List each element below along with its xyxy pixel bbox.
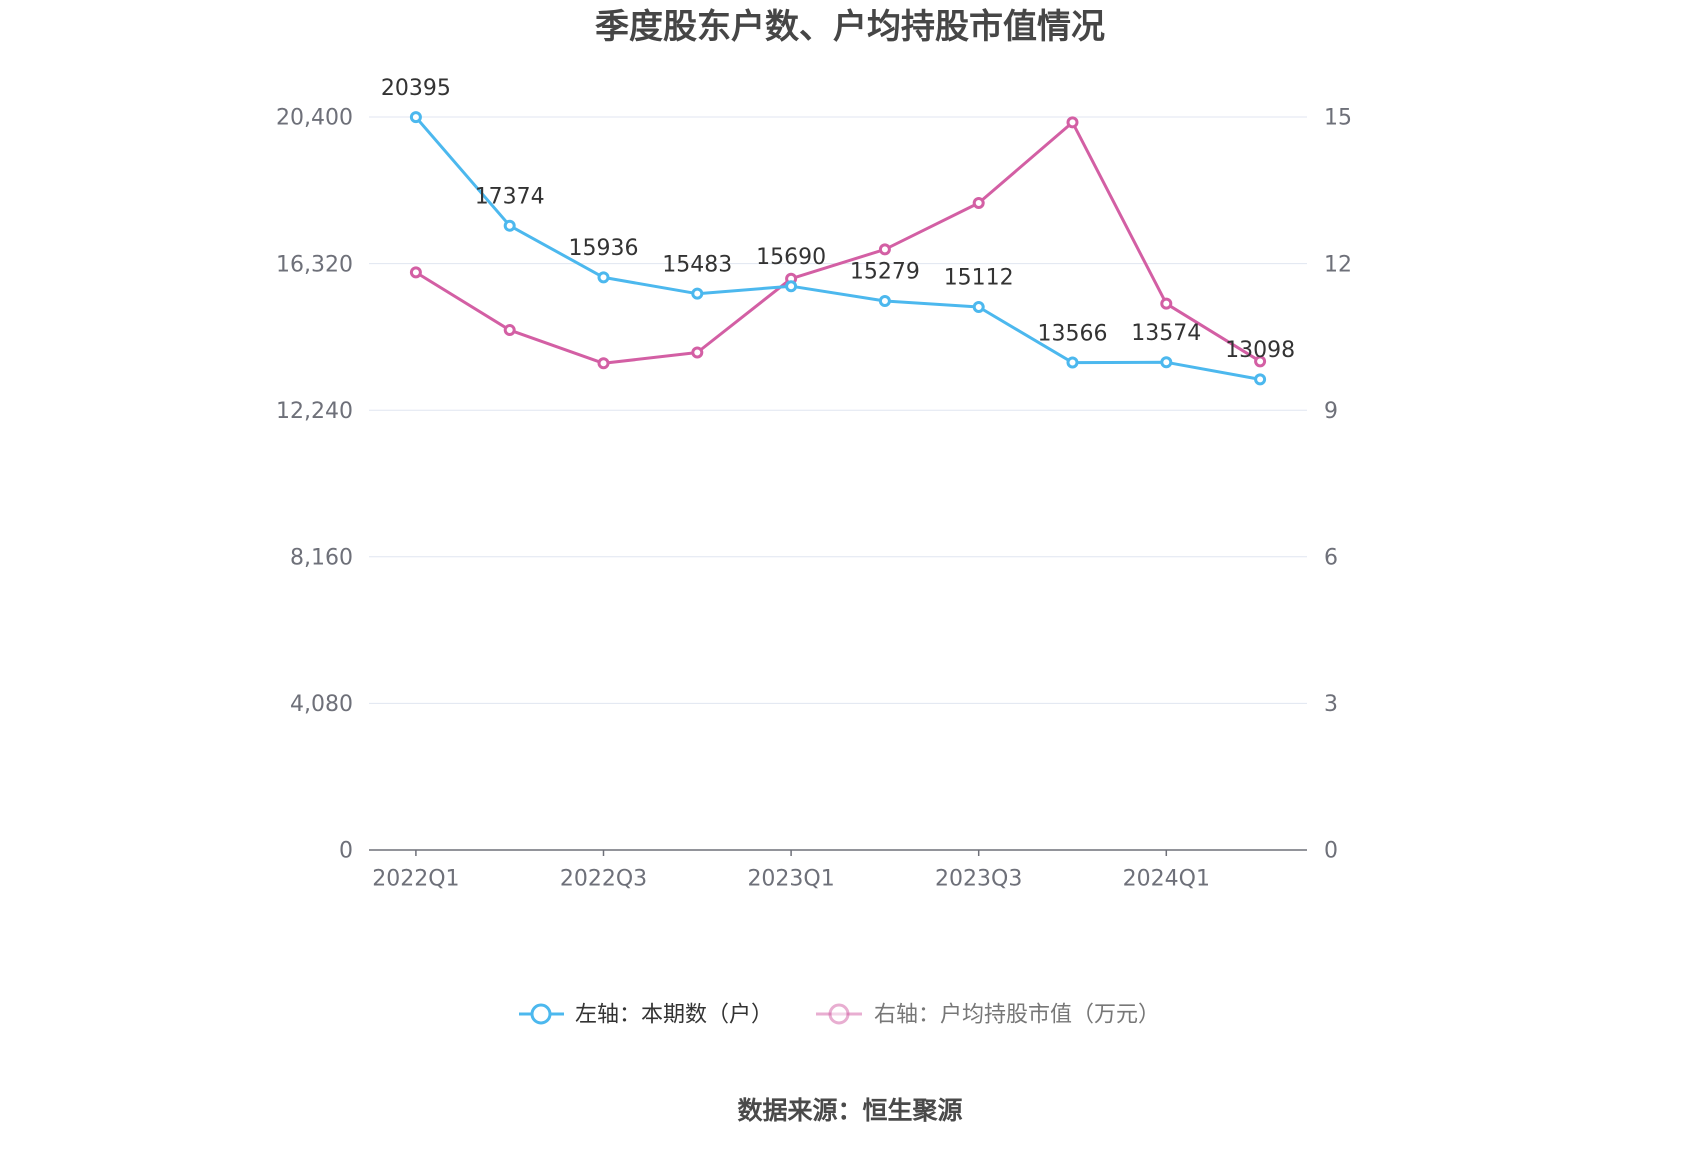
data-point[interactable] bbox=[597, 357, 610, 370]
legend-circle-icon bbox=[530, 1003, 552, 1025]
left-axis-tick-label: 8,160 bbox=[290, 546, 353, 571]
data-point[interactable] bbox=[1254, 373, 1267, 386]
data-point[interactable] bbox=[503, 219, 516, 232]
series-1 bbox=[409, 116, 1267, 370]
data-label: 13566 bbox=[1038, 321, 1108, 346]
data-point[interactable] bbox=[409, 111, 422, 124]
x-axis-tick-label: 2023Q3 bbox=[935, 867, 1022, 892]
data-point[interactable] bbox=[503, 324, 516, 337]
grid-lines bbox=[369, 116, 1307, 704]
data-point[interactable] bbox=[1066, 116, 1079, 129]
legend-label: 右轴：户均持股市值（万元） bbox=[874, 1003, 1160, 1028]
legend: 左轴：本期数（户） 右轴：户均持股市值（万元） bbox=[519, 1003, 1160, 1028]
x-axis-tick-label: 2022Q3 bbox=[560, 867, 647, 892]
data-point[interactable] bbox=[972, 197, 985, 210]
right-axis-tick-label: 6 bbox=[1324, 546, 1338, 571]
left-axis-tick-label: 4,080 bbox=[290, 692, 353, 717]
series-0 bbox=[409, 111, 1267, 386]
left-axis-tick-label: 12,240 bbox=[276, 399, 353, 424]
data-point[interactable] bbox=[785, 280, 798, 293]
data-point[interactable] bbox=[597, 271, 610, 284]
data-point[interactable] bbox=[878, 295, 891, 308]
left-y-axis: 0 4,080 8,160 12,240 16,320 20,400 bbox=[276, 106, 353, 864]
data-label: 15936 bbox=[569, 236, 639, 261]
data-label: 13574 bbox=[1131, 321, 1201, 346]
right-axis-tick-label: 0 bbox=[1324, 839, 1338, 864]
data-point[interactable] bbox=[691, 346, 704, 359]
data-label: 20395 bbox=[381, 76, 451, 101]
right-axis-tick-label: 12 bbox=[1324, 252, 1352, 277]
data-label: 15279 bbox=[850, 260, 920, 285]
data-point[interactable] bbox=[1160, 356, 1173, 369]
data-point[interactable] bbox=[409, 266, 422, 279]
data-label: 15483 bbox=[662, 252, 732, 277]
data-label: 17374 bbox=[475, 184, 545, 209]
data-point[interactable] bbox=[1254, 355, 1267, 368]
series-line bbox=[414, 115, 1262, 381]
data-point[interactable] bbox=[1160, 297, 1173, 310]
data-labels: 20395 17374 15936 15483 15690 15279 15112 13566… bbox=[381, 76, 1295, 363]
data-point[interactable] bbox=[878, 243, 891, 256]
left-axis-tick-label: 16,320 bbox=[276, 252, 353, 277]
series-layer bbox=[409, 111, 1267, 386]
x-axis-tick-label: 2024Q1 bbox=[1123, 867, 1210, 892]
right-axis-tick-label: 3 bbox=[1324, 692, 1338, 717]
x-axis-tick-label: 2023Q1 bbox=[747, 867, 834, 892]
x-axis: 2022Q1 2022Q3 2023Q1 2023Q3 2024Q1 bbox=[369, 849, 1307, 892]
data-label: 15690 bbox=[756, 245, 826, 270]
legend-label: 左轴：本期数（户） bbox=[575, 1003, 773, 1028]
series-line bbox=[414, 120, 1262, 365]
right-axis-tick-label: 15 bbox=[1324, 106, 1352, 131]
data-label: 15112 bbox=[944, 266, 1014, 291]
data-point[interactable] bbox=[1066, 356, 1079, 369]
data-label: 13098 bbox=[1225, 338, 1295, 363]
right-axis-tick-label: 9 bbox=[1324, 399, 1338, 424]
left-axis-tick-label: 20,400 bbox=[276, 106, 353, 131]
legend-item-holder-count[interactable]: 左轴：本期数（户） bbox=[519, 1003, 773, 1028]
right-y-axis: 0 3 6 9 12 15 bbox=[1324, 106, 1352, 864]
data-source-note: 数据来源：恒生聚源 bbox=[737, 1096, 962, 1125]
chart-title: 季度股东户数、户均持股市值情况 bbox=[595, 7, 1105, 47]
data-point[interactable] bbox=[691, 287, 704, 300]
legend-circle-icon bbox=[828, 1003, 850, 1025]
x-axis-tick-label: 2022Q1 bbox=[372, 867, 459, 892]
left-axis-tick-label: 0 bbox=[339, 839, 353, 864]
legend-item-avg-holding-value[interactable]: 右轴：户均持股市值（万元） bbox=[816, 1003, 1160, 1028]
data-point[interactable] bbox=[972, 301, 985, 314]
